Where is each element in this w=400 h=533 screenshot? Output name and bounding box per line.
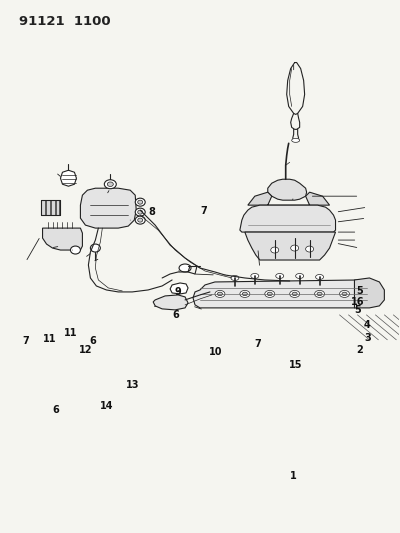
Polygon shape	[268, 179, 307, 200]
Ellipse shape	[135, 198, 145, 206]
Text: 12: 12	[78, 345, 92, 356]
Polygon shape	[50, 200, 54, 215]
Text: 15: 15	[289, 360, 302, 370]
Text: 8: 8	[149, 207, 156, 217]
Text: 2: 2	[356, 345, 363, 356]
Text: 6: 6	[89, 336, 96, 346]
Ellipse shape	[340, 290, 350, 297]
Ellipse shape	[317, 292, 322, 296]
Text: 3: 3	[364, 333, 371, 343]
Ellipse shape	[290, 290, 300, 297]
Ellipse shape	[316, 274, 324, 279]
Polygon shape	[40, 200, 44, 215]
Text: 9: 9	[175, 287, 182, 297]
Polygon shape	[56, 200, 60, 215]
Polygon shape	[42, 228, 82, 250]
Polygon shape	[248, 192, 330, 222]
Ellipse shape	[296, 273, 304, 278]
Polygon shape	[170, 283, 188, 294]
Ellipse shape	[292, 139, 300, 142]
Ellipse shape	[267, 292, 272, 296]
Ellipse shape	[265, 290, 275, 297]
Text: 14: 14	[100, 401, 113, 411]
Text: 11: 11	[64, 328, 77, 338]
Text: 11: 11	[43, 334, 57, 344]
Ellipse shape	[242, 292, 247, 296]
Ellipse shape	[276, 273, 284, 278]
Text: 6: 6	[52, 405, 59, 415]
Ellipse shape	[70, 246, 80, 254]
Ellipse shape	[342, 292, 347, 296]
Text: 10: 10	[209, 346, 223, 357]
Polygon shape	[60, 170, 76, 186]
Polygon shape	[153, 295, 188, 310]
Text: 16: 16	[351, 296, 365, 306]
Ellipse shape	[292, 292, 297, 296]
Polygon shape	[46, 200, 50, 215]
Ellipse shape	[138, 218, 143, 222]
Polygon shape	[245, 232, 336, 260]
Polygon shape	[354, 278, 384, 308]
Text: 13: 13	[126, 379, 139, 390]
Ellipse shape	[271, 247, 279, 253]
Ellipse shape	[251, 273, 259, 278]
Ellipse shape	[291, 245, 299, 251]
Ellipse shape	[135, 216, 145, 224]
Polygon shape	[193, 280, 372, 308]
Ellipse shape	[218, 292, 222, 296]
Ellipse shape	[215, 290, 225, 297]
Polygon shape	[240, 205, 336, 232]
Ellipse shape	[135, 208, 145, 216]
Polygon shape	[80, 188, 136, 228]
Text: 1: 1	[290, 472, 297, 481]
Text: 91121  1100: 91121 1100	[19, 15, 110, 28]
Text: 4: 4	[363, 320, 370, 330]
Text: 5: 5	[356, 286, 363, 296]
Ellipse shape	[231, 276, 239, 280]
Text: 6: 6	[173, 310, 180, 320]
Text: 7: 7	[254, 338, 261, 349]
Ellipse shape	[90, 244, 100, 252]
Ellipse shape	[138, 210, 143, 214]
Ellipse shape	[240, 290, 250, 297]
Text: 5: 5	[354, 305, 361, 315]
Text: 7: 7	[201, 206, 207, 216]
Ellipse shape	[104, 180, 116, 189]
Ellipse shape	[138, 200, 143, 204]
Ellipse shape	[107, 182, 113, 187]
Ellipse shape	[306, 246, 314, 252]
Ellipse shape	[179, 264, 191, 272]
Ellipse shape	[315, 290, 324, 297]
Text: 7: 7	[22, 336, 29, 346]
